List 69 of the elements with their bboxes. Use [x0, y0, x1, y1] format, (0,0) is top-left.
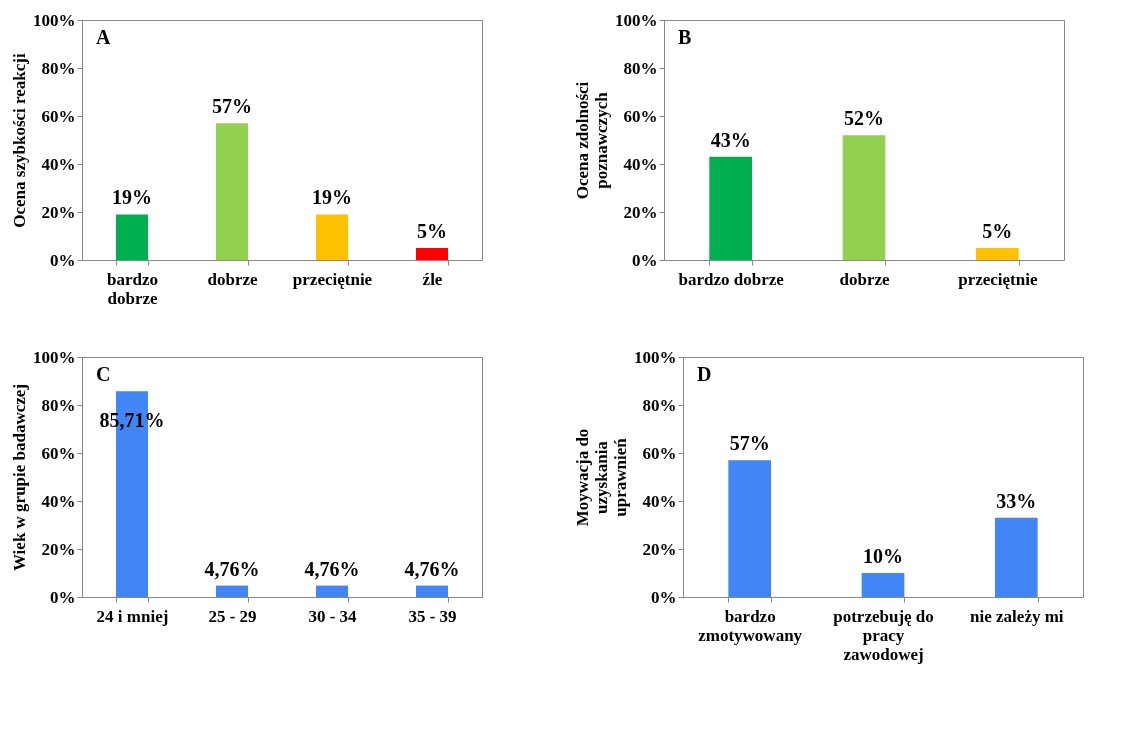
y-tick-label: 100% — [634, 347, 677, 367]
y-tick-label: 60% — [642, 443, 677, 463]
x-tick-label: przeciętnie — [292, 269, 373, 289]
y-tick-label: 0% — [651, 587, 677, 607]
y-tick-label: 40% — [41, 154, 76, 174]
y-tick-label: 100% — [33, 347, 76, 367]
chart-title: C — [96, 363, 111, 385]
x-tick-label: 30 - 34 — [308, 606, 358, 626]
y-tick-label: 60% — [41, 106, 76, 126]
y-tick-label: 80% — [41, 395, 76, 415]
y-tick-label: 0% — [632, 250, 658, 270]
y-axis-title: Ocena szybkości reakcji — [10, 53, 29, 228]
bar — [316, 214, 348, 260]
x-tick-label: bardzo zmotywowany — [698, 606, 803, 645]
x-tick-label: 35 - 39 — [408, 606, 457, 626]
y-tick-label: 20% — [642, 539, 677, 559]
y-tick-label: 40% — [642, 491, 677, 511]
y-tick-label: 60% — [623, 106, 658, 126]
y-tick-label: 40% — [623, 154, 658, 174]
x-tick-label: źle — [422, 269, 443, 289]
data-label: 57% — [212, 95, 252, 118]
data-label: 5% — [417, 220, 447, 242]
y-axis-title: Wiek w grupie badawczej — [10, 383, 29, 572]
bar — [728, 460, 771, 597]
bar — [842, 135, 886, 260]
data-label: 4,76% — [304, 557, 360, 580]
x-tick-label: 24 i mniej — [96, 606, 169, 626]
bar — [709, 156, 752, 260]
y-tick-label: 80% — [41, 58, 76, 78]
y-tick-label: 60% — [41, 443, 76, 463]
x-tick-label: 25 - 29 — [208, 606, 257, 626]
data-label: 57% — [729, 432, 770, 455]
chart-title: A — [96, 26, 111, 48]
y-tick-label: 100% — [33, 10, 76, 30]
y-tick-label: 20% — [41, 202, 76, 222]
bar — [995, 517, 1038, 597]
y-tick-label: 0% — [50, 587, 76, 607]
x-tick-label: potrzebuję do pracy zawodowej — [833, 606, 934, 664]
bar — [116, 214, 148, 260]
bar — [416, 248, 448, 260]
y-tick-label: 80% — [623, 58, 658, 78]
data-label: 5% — [982, 220, 1013, 242]
data-label: 4,76% — [404, 557, 460, 580]
y-axis-title: Ocena zdolności poznawczych — [573, 81, 611, 200]
data-label: 10% — [863, 545, 903, 567]
data-label: 4,76% — [204, 557, 260, 580]
x-tick-label: przeciętnie — [958, 269, 1038, 289]
y-tick-label: 80% — [642, 395, 677, 415]
x-tick-label: nie zależy mi — [970, 606, 1064, 626]
bar — [861, 573, 905, 597]
chart-title: D — [697, 363, 712, 385]
data-label: 19% — [112, 186, 152, 209]
chart-title: B — [678, 26, 692, 48]
data-label: 33% — [996, 489, 1037, 512]
bar — [216, 123, 248, 260]
x-tick-label: dobrze — [207, 269, 258, 289]
data-label: 52% — [844, 107, 884, 130]
y-tick-label: 20% — [623, 202, 658, 222]
x-tick-label: bardzo dobrze — [107, 269, 158, 308]
x-tick-label: dobrze — [839, 269, 890, 289]
data-label: 43% — [710, 128, 751, 151]
y-tick-label: 20% — [41, 539, 76, 559]
y-tick-label: 40% — [41, 491, 76, 511]
x-tick-label: bardzo dobrze — [678, 269, 785, 289]
data-label: 19% — [312, 186, 352, 209]
y-tick-label: 100% — [615, 10, 658, 30]
bar — [976, 248, 1019, 260]
y-tick-label: 0% — [50, 250, 76, 270]
y-axis-title: Moywacja do uzyskania uprawnień — [573, 428, 630, 527]
